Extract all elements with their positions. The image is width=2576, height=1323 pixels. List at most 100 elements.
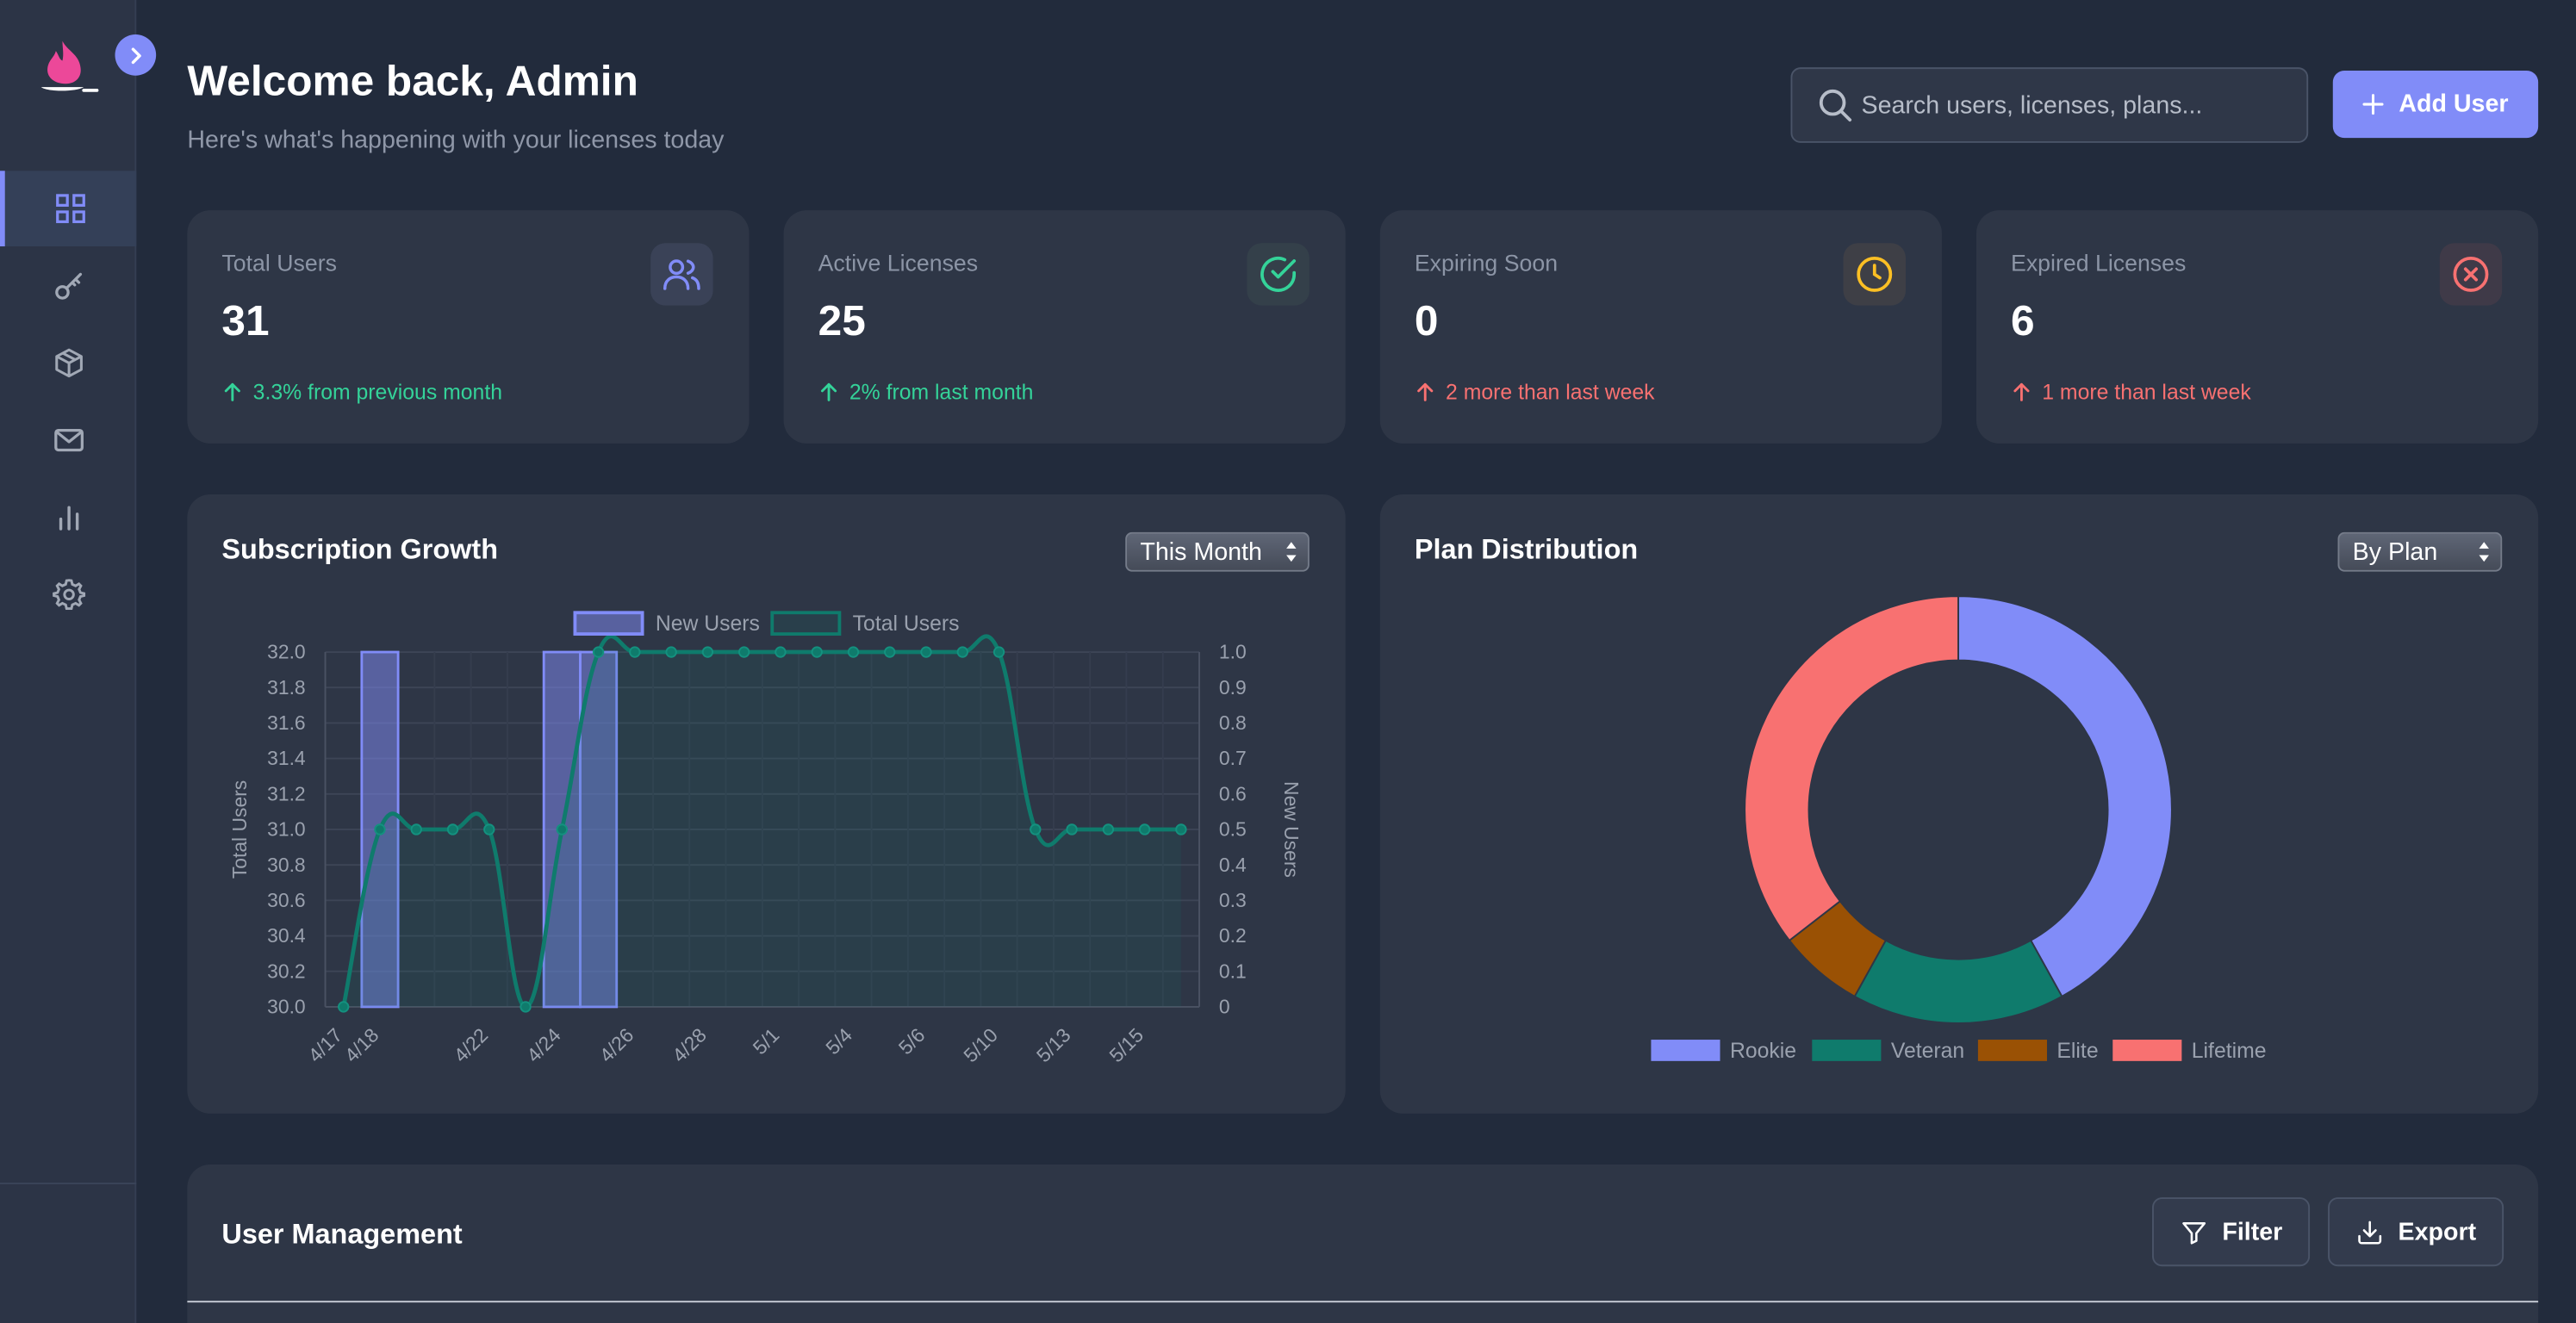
dashboard-grid-icon xyxy=(56,194,85,224)
y2-tick-label: 0.6 xyxy=(1219,782,1247,804)
mail-icon xyxy=(53,428,84,452)
stat-trend-text: 1 more than last week xyxy=(2042,379,2251,405)
export-button[interactable]: Export xyxy=(2328,1197,2504,1267)
bar-chart-icon xyxy=(58,506,78,531)
plan-distribution-panel: Plan Distribution By Plan Rookie Veteran E… xyxy=(1379,494,2539,1114)
growth-chart: 30.0 30.2 30.4 30.6 30.8 31.0 31.2 31.4 31.6 31.8… xyxy=(228,611,1303,1066)
legend-label: Lifetime xyxy=(2192,1040,2267,1063)
nav-licenses[interactable] xyxy=(0,248,136,324)
stat-trend-text: 3.3% from previous month xyxy=(252,379,503,405)
nav-analytics[interactable] xyxy=(0,480,136,556)
y2-axis-title: New Users xyxy=(1280,781,1303,878)
user-management-panel: User Management xyxy=(187,1164,2539,1323)
donut-slice xyxy=(1957,595,2173,998)
add-user-button[interactable]: Add User xyxy=(2332,70,2539,139)
y-tick-label: 31.6 xyxy=(267,711,306,734)
stat-label: Total Users xyxy=(221,249,337,276)
total-users-point xyxy=(992,646,1005,658)
stat-trend: 3.3% from previous month xyxy=(221,379,502,404)
filter-label: Filter xyxy=(2222,1217,2283,1246)
total-users-point xyxy=(1138,823,1151,835)
y2-tick-label: 0.2 xyxy=(1219,924,1247,947)
chevron-right-icon xyxy=(130,47,140,64)
stat-trend: 1 more than last week xyxy=(2011,379,2251,404)
stat-value: 31 xyxy=(221,295,270,345)
users-icon xyxy=(663,259,700,290)
stat-value: 6 xyxy=(2011,295,2035,345)
search-input[interactable] xyxy=(1861,69,2289,141)
panel-title: Plan Distribution xyxy=(1414,533,1639,565)
growth-range-value: This Month xyxy=(1140,537,1262,566)
legend-swatch xyxy=(770,611,842,636)
y-tick-label: 30.8 xyxy=(267,854,306,876)
total-users-point xyxy=(956,646,968,658)
x-tick-label: 4/24 xyxy=(522,1023,565,1066)
nav-settings[interactable] xyxy=(0,556,136,632)
arrow-up-icon xyxy=(224,382,240,401)
nav-plans[interactable] xyxy=(0,326,136,401)
filter-button[interactable]: Filter xyxy=(2152,1197,2311,1267)
y2-tick-label: 0.1 xyxy=(1219,960,1247,982)
stat-icon-box xyxy=(650,243,713,306)
expand-sidebar-button[interactable] xyxy=(115,34,157,76)
search-box[interactable] xyxy=(1790,67,2309,143)
total-users-area xyxy=(343,636,1181,1007)
x-tick-label: 5/4 xyxy=(821,1023,856,1059)
total-users-point xyxy=(446,823,459,835)
y-tick-label: 30.6 xyxy=(267,889,306,911)
stat-card-expired-licenses: Expired Licenses 6 1 more than last week xyxy=(1976,210,2539,444)
stat-card-total-users: Total Users 31 3.3% from previous month xyxy=(187,210,750,444)
table-header-divider xyxy=(187,1301,2539,1303)
stat-trend-text: 2 more than last week xyxy=(1446,379,1655,405)
stat-icon-box xyxy=(2439,243,2503,306)
y2-tick-label: 0.8 xyxy=(1219,711,1247,734)
legend-label: Total Users xyxy=(853,612,960,636)
x-tick-label: 4/22 xyxy=(449,1023,492,1066)
total-users-point xyxy=(1030,823,1042,835)
total-users-point xyxy=(338,1001,350,1013)
check-circle-icon xyxy=(1260,257,1297,292)
total-users-point xyxy=(920,646,932,658)
nav-dashboard[interactable] xyxy=(0,171,137,247)
stat-card-active-licenses: Active Licenses 25 2% from last month xyxy=(783,210,1346,444)
total-users-point xyxy=(1102,823,1115,835)
total-users-point xyxy=(737,646,750,658)
x-tick-label: 4/18 xyxy=(340,1023,383,1066)
stat-icon-box xyxy=(1247,243,1310,306)
panel-title: User Management xyxy=(221,1218,463,1251)
total-users-point xyxy=(556,823,568,835)
nav-messages[interactable] xyxy=(0,402,136,478)
x-tick-label: 4/17 xyxy=(303,1023,346,1066)
x-tick-label: 5/1 xyxy=(749,1023,784,1059)
y2-tick-label: 0.3 xyxy=(1219,889,1247,911)
search-icon xyxy=(1819,89,1852,122)
y-tick-label: 31.0 xyxy=(267,818,306,841)
export-label: Export xyxy=(2398,1217,2477,1246)
legend-swatch xyxy=(1812,1040,1882,1061)
total-users-point xyxy=(410,823,422,835)
distribution-group-select[interactable]: By Plan xyxy=(2337,531,2503,572)
select-arrows-icon xyxy=(2479,542,2489,562)
stat-label: Active Licenses xyxy=(818,249,979,276)
legend-swatch xyxy=(1651,1040,1720,1061)
y2-tick-label: 0.9 xyxy=(1219,676,1247,699)
total-users-point xyxy=(1175,823,1187,835)
clock-icon xyxy=(1857,256,1893,292)
growth-range-select[interactable]: This Month xyxy=(1125,531,1310,572)
x-tick-label: 4/26 xyxy=(595,1023,638,1066)
total-users-point xyxy=(520,1001,532,1013)
legend-swatch xyxy=(1977,1040,2047,1061)
total-users-point xyxy=(592,646,605,658)
y2-tick-label: 0.7 xyxy=(1219,747,1247,769)
x-tick-label: 5/15 xyxy=(1104,1023,1148,1066)
x-tick-label: 5/13 xyxy=(1032,1023,1075,1066)
stat-value: 25 xyxy=(818,295,866,345)
gear-icon xyxy=(52,579,85,611)
stat-value: 0 xyxy=(1414,295,1439,345)
total-users-point xyxy=(701,646,714,658)
distribution-group-value: By Plan xyxy=(2352,537,2438,566)
legend-label: Elite xyxy=(2056,1040,2098,1063)
stat-trend: 2% from last month xyxy=(818,379,1033,404)
total-users-point xyxy=(811,646,823,658)
y2-tick-label: 1.0 xyxy=(1219,641,1247,663)
